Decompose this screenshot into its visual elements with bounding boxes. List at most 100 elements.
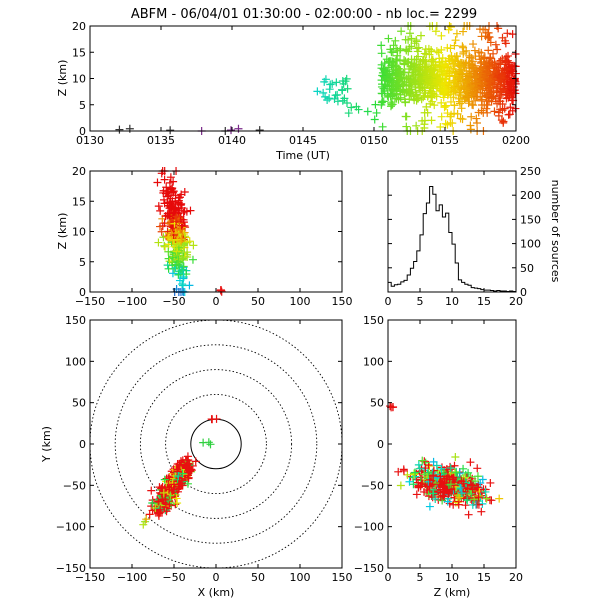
time-z-point [466, 82, 475, 91]
x-z-ytick-label: 20 [72, 165, 86, 178]
time-z-point [511, 104, 520, 113]
z-y-point [445, 499, 454, 508]
range-ring [165, 393, 267, 495]
x-z-ytick-label: 0 [79, 286, 86, 299]
z-y-point [438, 496, 447, 505]
z-y-point [476, 479, 485, 488]
time-z-point [378, 71, 387, 80]
time-z-point [495, 59, 504, 68]
x-z-point [186, 206, 195, 215]
time-z-point [476, 59, 485, 68]
time-z-point [505, 60, 514, 69]
x-y-point [155, 509, 164, 518]
time-z-point [420, 49, 429, 58]
time-z-point [484, 46, 493, 55]
z-y-point [450, 468, 459, 477]
x-z-point [183, 253, 192, 262]
time-z-point [370, 115, 379, 124]
x-axis-label-bottom: X (km) [198, 586, 235, 599]
z-y-xtick-label: 20 [509, 571, 523, 584]
panel-x-z: −150 −100 −50 0 50 100 150 0 5 10 15 20 Z (km) [56, 165, 353, 308]
time-z-point [393, 80, 402, 89]
x-z-point [160, 242, 169, 251]
time-z-point [483, 28, 492, 37]
time-z-point [377, 41, 386, 50]
z-y-point [457, 489, 466, 498]
x-y-point [159, 488, 168, 497]
time-z-point [437, 31, 446, 40]
time-z-point [396, 73, 405, 82]
time-z-xtick-label: 0155 [431, 134, 459, 147]
z-y-point [486, 478, 495, 487]
x-z-xtick-label: 100 [290, 295, 311, 308]
histogram-bar [394, 285, 397, 292]
x-z-point [178, 287, 187, 296]
x-z-ytick-label: 5 [79, 256, 86, 269]
time-z-point [457, 104, 466, 113]
x-z-ytick-label: 15 [72, 195, 86, 208]
time-z-point [465, 53, 474, 62]
z-y-point [438, 481, 447, 490]
x-z-point [166, 202, 175, 211]
x-y-point [177, 479, 186, 488]
histogram-ytick-label: 150 [520, 213, 541, 226]
time-z-point [493, 45, 502, 54]
x-z-point [163, 261, 172, 270]
z-y-point [403, 470, 412, 479]
time-z-point [445, 69, 454, 78]
z-y-point [418, 480, 427, 489]
x-z-point [185, 237, 194, 246]
z-y-point [414, 483, 423, 492]
x-y-point [162, 507, 171, 516]
time-z-point [407, 62, 416, 71]
time-z-point [480, 73, 489, 82]
time-z-point [467, 54, 476, 63]
time-z-point [496, 73, 505, 82]
x-y-point [184, 456, 193, 465]
x-z-point [164, 247, 173, 256]
time-z-point [449, 76, 458, 85]
time-z-point [320, 77, 329, 86]
panel-time-z: 0130 0135 0140 0145 0150 0155 0200 0 5 10 15 20 Tim… [56, 20, 530, 162]
time-z-point [437, 112, 446, 121]
time-z-point [333, 97, 342, 106]
x-y-point [178, 469, 187, 478]
z-y-ytick-label: 50 [370, 397, 384, 410]
time-z-point [454, 94, 463, 103]
time-z-point [502, 53, 511, 62]
histogram-bar [458, 280, 461, 292]
time-z-point [430, 101, 439, 110]
x-z-point [172, 212, 181, 221]
time-z-point [494, 108, 503, 117]
time-z-xtick-label: 0140 [218, 134, 246, 147]
time-z-point [444, 81, 453, 90]
time-z-point [416, 57, 425, 66]
x-y-xtick-label: 0 [213, 571, 220, 584]
time-z-point [125, 124, 134, 133]
z-y-xtick-label: 10 [445, 571, 459, 584]
range-ring [139, 369, 293, 519]
time-z-point [504, 70, 513, 79]
z-axis-label-bottom: Z (km) [434, 586, 471, 599]
time-z-point [473, 92, 482, 101]
time-z-point [388, 100, 397, 109]
time-z-point [432, 47, 441, 56]
x-y-point [212, 414, 221, 423]
time-z-point [115, 125, 124, 134]
x-z-xtick-label: −50 [162, 295, 185, 308]
time-z-ytick-label: 15 [72, 46, 86, 59]
histogram-bar [478, 289, 481, 292]
x-y-point [191, 457, 200, 466]
x-y-point [165, 483, 174, 492]
time-z-point [423, 92, 432, 101]
time-z-point [423, 72, 432, 81]
histogram-bar [452, 244, 455, 292]
x-y-point [168, 478, 177, 487]
x-z-point [157, 227, 166, 236]
z-y-point [463, 484, 472, 493]
x-y-point [148, 498, 157, 507]
time-z-xtick-label: 0200 [502, 134, 530, 147]
time-z-point [488, 60, 497, 69]
x-z-point [163, 187, 172, 196]
z-y-point [420, 457, 429, 466]
